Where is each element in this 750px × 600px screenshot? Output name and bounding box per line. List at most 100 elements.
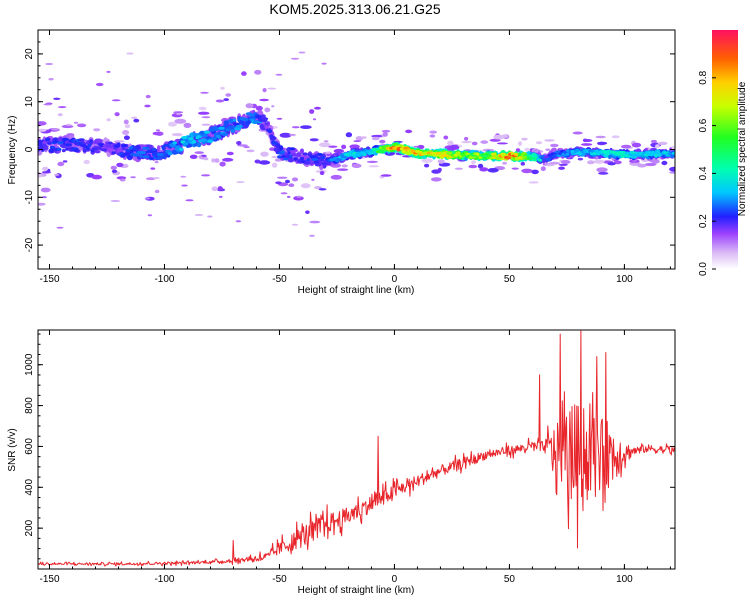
spectrogram-ridge-cell [200,138,208,142]
spectrogram-outlier [156,129,160,132]
spectrogram-ridge-cell [311,157,319,162]
spectrogram-outlier [235,220,241,223]
spectrogram-blob [122,130,130,135]
spectrogram-outlier [176,112,181,115]
spectrogram-blob [454,167,463,170]
spectrogram-ridge-cell [235,124,243,128]
spectrogram-blob [657,141,668,146]
spectrogram-blob [379,139,386,144]
spectrogram-blob [314,106,321,110]
spectrogram-ridge-cell [261,117,269,121]
spectrogram-ridge-cell [161,145,166,151]
spectrogram-blob [598,172,609,175]
colorbar-tick-label: 0.8 [698,70,709,84]
spectrogram-ridge-cell [100,148,108,152]
spectrogram-blob [443,135,449,140]
spectrogram-blob [194,151,204,155]
spectrogram-blob [540,166,546,172]
spectrogram-blob [558,166,565,170]
spectrogram-blob [464,136,469,141]
spectrogram-blob [106,118,111,122]
spectrogram-ridge-cell [107,141,113,145]
spectrogram-blob [245,103,254,109]
spectrogram-blob [550,143,559,148]
spectrogram-blob [197,111,210,115]
snr-series-line [38,330,675,567]
spectrogram-blob [596,167,608,173]
spectrogram-ridge-cell [163,152,168,156]
spectrogram-xtick-label: 50 [504,274,516,285]
spectrogram-ridge-cell [214,127,220,132]
spectrogram-blob [271,162,278,168]
spectrogram-ridge-cell [78,138,85,142]
spectrogram-ridge-cell [314,163,322,167]
spectrogram-blob [223,98,229,102]
spectrogram-outlier [218,195,223,198]
snr-ytick-label: 400 [24,479,35,496]
spectrogram-ridge-cell [399,147,404,151]
spectrogram-blob [611,135,620,139]
colorbar-tick-label: 0.0 [698,262,709,276]
spectrogram-ridge-cell [378,150,383,154]
colorbar: 0.0 0.2 0.4 0.6 0.8 Normalized spectral ampl… [698,30,748,276]
colorbar-tick-label: 0.2 [698,214,709,228]
spectrogram-ridge-cell [116,147,124,153]
spectrogram-outlier [267,87,277,90]
spectrogram-blob [349,144,360,149]
spectrogram-outlier [144,197,151,200]
spectrogram-outlier [181,184,188,187]
snr-ytick-label: 1000 [24,353,35,376]
spectrogram-ytick-label: 20 [24,48,35,60]
snr-frame [37,329,676,570]
spectrogram-ridge-cell [574,148,580,152]
spectrogram-blob [225,93,232,97]
spectrogram-ridge-cell [71,139,76,143]
spectrogram-blob [644,162,657,167]
spectrogram-xtick-label: -50 [272,274,287,285]
spectrogram-blob [211,186,218,192]
spectrogram-blob [448,145,460,150]
spectrogram-blob [222,157,234,162]
spectrogram-blob [351,163,362,169]
spectrogram-blob [201,174,211,177]
spectrogram-blob [515,148,521,153]
spectrogram-blob [236,141,242,145]
spectrogram-ridge-cell [188,137,194,141]
spectrogram-blob [57,113,63,117]
spectrogram-blob [226,151,234,156]
spectrogram-ridge-cell [273,148,280,152]
spectrogram-blob [353,140,362,143]
spectrogram-xtick-label: 100 [616,274,633,285]
spectrogram-ridge-cell [504,156,512,160]
spectrogram-blob [341,144,347,150]
spectrogram-blob [318,188,327,191]
colorbar-tick-label: 0.4 [698,166,709,180]
spectrogram-ridge-cell [145,146,150,150]
spectrogram-blob [291,126,300,129]
spectrogram-ytick-label: -10 [24,190,35,205]
spectrogram-blob [203,157,209,161]
spectrogram-ridge-cell [123,152,130,156]
spectrogram-ridge-cell [261,114,266,118]
spectrogram-blob [461,141,473,144]
spectrogram-blob [447,140,454,146]
spectrogram-blob [259,98,269,102]
spectrogram-ridge-cell [249,118,255,122]
spectrogram-ridge-cell [490,152,497,156]
spectrogram-blob [587,160,595,165]
spectrogram-blob [421,158,433,163]
spectrogram-blob [309,109,315,114]
spectrogram-ridge-cell [87,143,92,148]
spectrogram-ridge-cell [475,152,480,156]
spectrogram-ridge-cell [320,156,326,160]
spectrogram-blob [275,181,282,185]
spectrogram-ridge-cell [156,145,161,154]
spectrogram-ridge-cell [65,143,72,147]
spectrogram-blob [42,166,49,171]
spectrogram-blob [368,165,380,168]
spectrogram-blob [51,128,60,131]
spectrogram-blob [437,159,445,164]
spectrogram-blob [269,147,275,151]
